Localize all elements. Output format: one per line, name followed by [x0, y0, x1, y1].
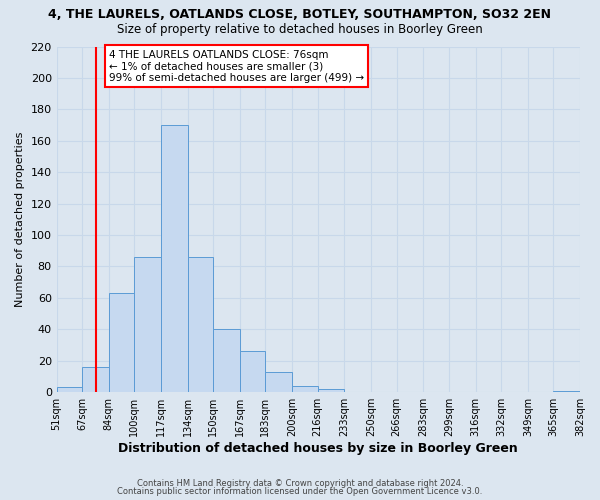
Bar: [161, 125, 188, 392]
Bar: [56, 388, 82, 392]
Bar: [109, 293, 134, 392]
Y-axis label: Number of detached properties: Number of detached properties: [15, 132, 25, 307]
X-axis label: Distribution of detached houses by size in Boorley Green: Distribution of detached houses by size …: [118, 442, 518, 455]
Bar: [134, 257, 161, 392]
Bar: [240, 352, 265, 392]
Bar: [292, 386, 317, 392]
Bar: [188, 257, 213, 392]
Text: 4 THE LAURELS OATLANDS CLOSE: 76sqm
← 1% of detached houses are smaller (3)
99% : 4 THE LAURELS OATLANDS CLOSE: 76sqm ← 1%…: [109, 50, 364, 83]
Bar: [213, 330, 240, 392]
Bar: [82, 367, 109, 392]
Text: Contains HM Land Registry data © Crown copyright and database right 2024.: Contains HM Land Registry data © Crown c…: [137, 478, 463, 488]
Text: Size of property relative to detached houses in Boorley Green: Size of property relative to detached ho…: [117, 22, 483, 36]
Bar: [317, 389, 344, 392]
Text: 4, THE LAURELS, OATLANDS CLOSE, BOTLEY, SOUTHAMPTON, SO32 2EN: 4, THE LAURELS, OATLANDS CLOSE, BOTLEY, …: [49, 8, 551, 20]
Bar: [265, 372, 292, 392]
Text: Contains public sector information licensed under the Open Government Licence v3: Contains public sector information licen…: [118, 487, 482, 496]
Bar: [553, 390, 580, 392]
